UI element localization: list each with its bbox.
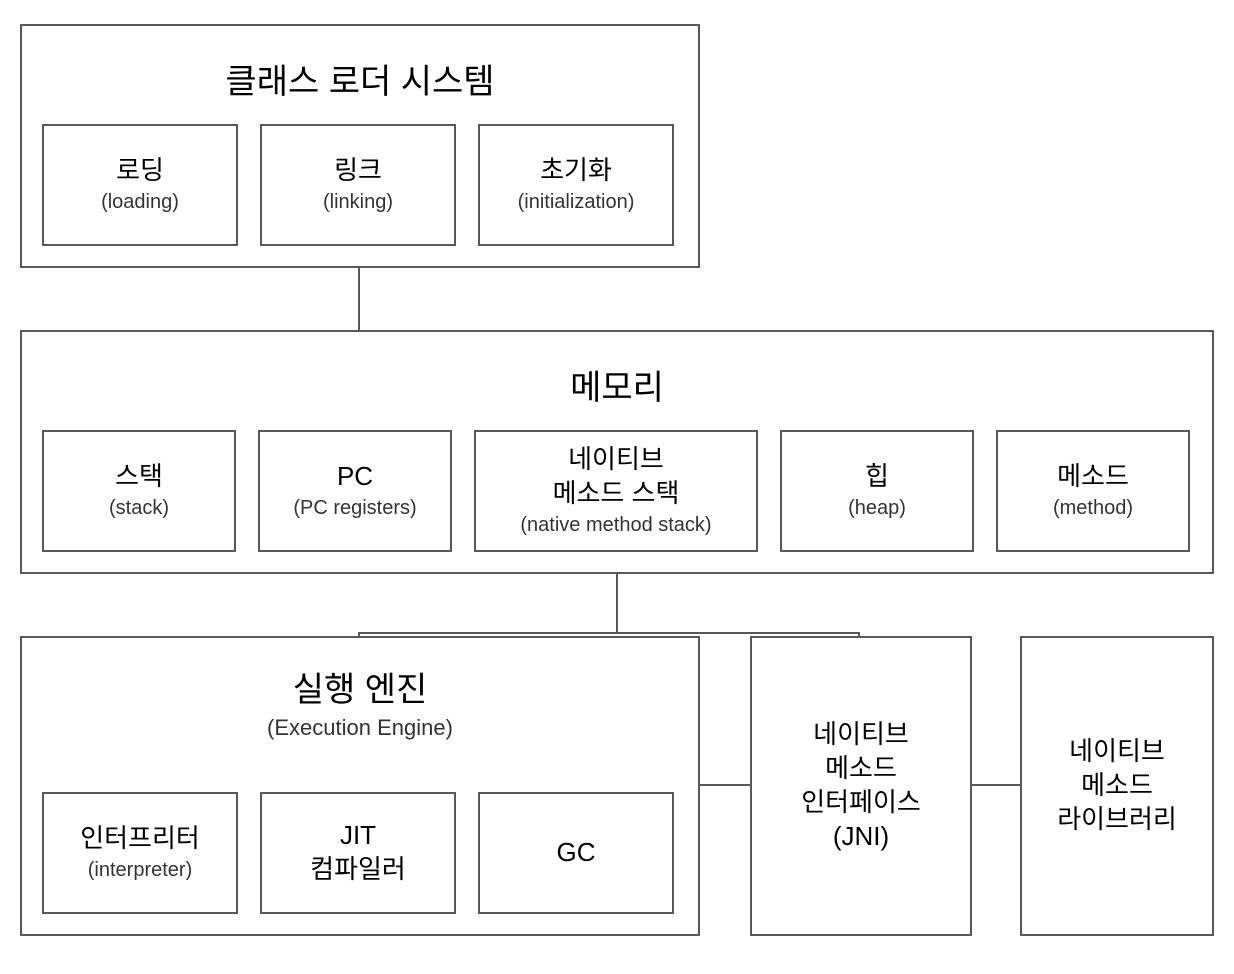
classloader-loading-box: 로딩 (loading) [42,124,238,246]
native-lib-line-1: 메소드 [1081,769,1153,803]
method-label-ko: 메소드 [1057,460,1129,494]
connector-h-right [618,632,860,634]
memory-stack-box: 스택 (stack) [42,430,236,552]
connector-drop-exec [358,632,360,638]
memory-pc-box: PC (PC registers) [258,430,452,552]
classloader-linking-box: 링크 (linking) [260,124,456,246]
pc-label-ko: PC [337,460,373,494]
native-stack-label-ko: 네이티브 메소드 스택 [553,443,680,511]
jit-label-ko: JIT 컴파일러 [310,819,406,887]
connector-drop-jni [858,632,860,638]
heap-label-en: (heap) [848,494,906,522]
connector-h-left [358,632,618,634]
init-label-ko: 초기화 [540,154,612,188]
execution-subtitle: (Execution Engine) [22,715,698,741]
gc-label-ko: GC [557,836,596,870]
memory-heap-box: 힙 (heap) [780,430,974,552]
jni-line-2: 인터페이스 [801,786,921,820]
loading-label-en: (loading) [101,188,179,216]
connector-exec-jni [700,784,750,786]
classloader-init-box: 초기화 (initialization) [478,124,674,246]
linking-label-ko: 링크 [334,154,382,188]
memory-title: 메모리 [22,360,1212,409]
native-lib-line-2: 라이브러리 [1057,803,1177,837]
pc-label-en: (PC registers) [293,494,416,522]
jni-box: 네이티브 메소드 인터페이스 (JNI) [750,636,972,936]
jni-line-3: (JNI) [833,820,889,854]
connector-memory-down [616,574,618,634]
jni-line-0: 네이티브 [813,718,909,752]
classloader-title: 클래스 로더 시스템 [22,54,698,103]
heap-label-ko: 힙 [865,460,889,494]
connector-jni-lib [972,784,1020,786]
interpreter-label-ko: 인터프리터 [80,822,200,856]
interpreter-label-en: (interpreter) [88,856,192,884]
execution-gc-box: GC [478,792,674,914]
loading-label-ko: 로딩 [116,154,164,188]
stack-label-en: (stack) [109,494,169,522]
memory-native-stack-box: 네이티브 메소드 스택 (native method stack) [474,430,758,552]
jni-line-1: 메소드 [825,752,897,786]
stack-label-ko: 스택 [115,460,163,494]
linking-label-en: (linking) [323,188,393,216]
memory-method-box: 메소드 (method) [996,430,1190,552]
method-label-en: (method) [1053,494,1133,522]
native-lib-line-0: 네이티브 [1069,735,1165,769]
native-lib-box: 네이티브 메소드 라이브러리 [1020,636,1214,936]
execution-jit-box: JIT 컴파일러 [260,792,456,914]
execution-interpreter-box: 인터프리터 (interpreter) [42,792,238,914]
connector-classloader-memory [358,268,360,330]
init-label-en: (initialization) [518,188,635,216]
native-stack-label-en: (native method stack) [520,511,711,539]
execution-title: 실행 엔진 [22,662,698,711]
